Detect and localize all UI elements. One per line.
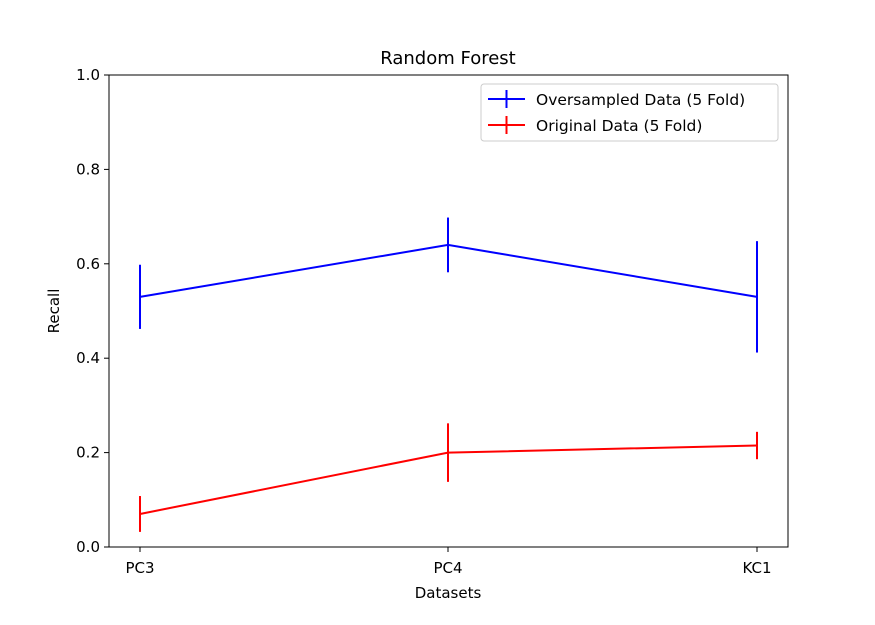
y-axis-title: Recall xyxy=(45,289,63,334)
x-tick-label: PC4 xyxy=(433,559,462,577)
y-axis-ticks: 0.0 0.2 0.4 0.6 0.8 1.0 xyxy=(76,66,109,556)
y-tick-label: 0.0 xyxy=(76,538,100,556)
y-tick-label: 0.6 xyxy=(76,255,100,273)
y-tick-label: 0.2 xyxy=(76,444,100,462)
series-layer xyxy=(139,217,758,532)
x-tick-label: PC3 xyxy=(125,559,154,577)
y-tick-label: 0.4 xyxy=(76,349,100,367)
y-tick-label: 0.8 xyxy=(76,160,100,178)
x-axis-ticks: PC3 PC4 KC1 xyxy=(125,547,772,577)
x-axis-title: Datasets xyxy=(415,584,482,602)
y-tick-label: 1.0 xyxy=(76,66,100,84)
legend-label: Original Data (5 Fold) xyxy=(536,117,702,135)
legend: Oversampled Data (5 Fold) Original Data (… xyxy=(480,83,779,142)
legend-label: Oversampled Data (5 Fold) xyxy=(536,91,745,109)
legend-box xyxy=(480,83,779,142)
x-tick-label: KC1 xyxy=(742,559,771,577)
chart-title: Random Forest xyxy=(380,48,515,69)
